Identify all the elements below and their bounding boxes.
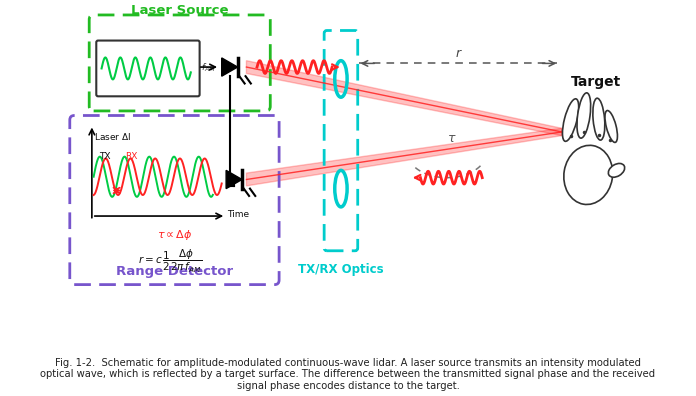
Text: $\tau$: $\tau$ xyxy=(447,132,456,145)
Text: Range Detector: Range Detector xyxy=(116,265,233,278)
Ellipse shape xyxy=(577,93,591,138)
Text: Time: Time xyxy=(227,210,249,219)
Ellipse shape xyxy=(608,164,625,177)
Text: TX: TX xyxy=(99,152,111,161)
Text: Target: Target xyxy=(571,75,621,89)
Text: $f_{AM}$: $f_{AM}$ xyxy=(200,61,215,74)
Text: $r = c\,\dfrac{1}{2}\dfrac{\Delta\phi}{2\pi\,f_{AM}}$: $r = c\,\dfrac{1}{2}\dfrac{\Delta\phi}{2… xyxy=(138,248,202,275)
Text: $\tau \propto \Delta\phi$: $\tau \propto \Delta\phi$ xyxy=(157,228,192,242)
Polygon shape xyxy=(226,170,242,188)
FancyBboxPatch shape xyxy=(96,40,200,96)
Ellipse shape xyxy=(605,110,617,143)
Ellipse shape xyxy=(562,99,578,141)
Text: Laser $\Delta$I: Laser $\Delta$I xyxy=(94,131,131,142)
Polygon shape xyxy=(246,61,562,135)
Text: TX/RX Optics: TX/RX Optics xyxy=(298,263,383,276)
Ellipse shape xyxy=(564,145,612,204)
Polygon shape xyxy=(246,128,562,186)
Text: Fig. 1-2.  Schematic for amplitude-modulated continuous-wave lidar. A laser sour: Fig. 1-2. Schematic for amplitude-modula… xyxy=(40,358,656,391)
Polygon shape xyxy=(222,58,237,76)
Text: r: r xyxy=(456,47,461,60)
Ellipse shape xyxy=(593,98,605,140)
Text: Laser Source: Laser Source xyxy=(131,4,228,17)
Text: RX: RX xyxy=(125,152,138,161)
